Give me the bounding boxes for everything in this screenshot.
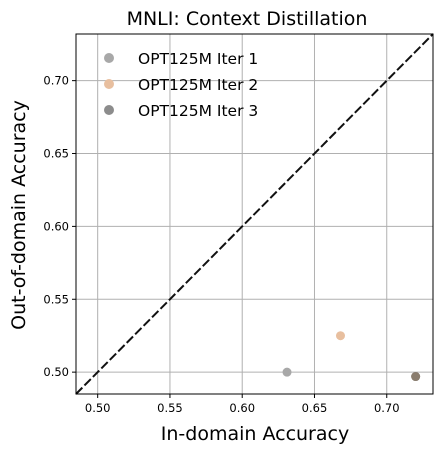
x-axis-ticks: 0.50 0.55 0.60 0.65 0.70 — [85, 394, 400, 415]
reference-line — [75, 33, 434, 395]
scatter-point — [282, 367, 292, 377]
legend-marker — [104, 79, 114, 89]
grid-lines — [76, 34, 433, 394]
legend: OPT125M Iter 1 OPT125M Iter 2 OPT125M Iter… — [104, 50, 258, 120]
y-tick-label: 0.50 — [43, 365, 69, 379]
scatter-point — [335, 331, 345, 341]
diagonal-y-equals-x-line — [75, 33, 434, 395]
legend-entry-label: OPT125M Iter 2 — [138, 76, 258, 94]
plot-frame — [75, 33, 434, 395]
x-tick-label: 0.60 — [229, 401, 255, 415]
y-tick-label: 0.70 — [43, 74, 69, 88]
chart-title: MNLI: Context Distillation — [127, 8, 368, 30]
x-tick-label: 0.70 — [374, 401, 400, 415]
scatter-point — [411, 372, 421, 382]
y-tick-label: 0.60 — [43, 219, 69, 233]
legend-marker — [104, 105, 114, 115]
legend-marker — [104, 53, 114, 63]
y-axis-label: Out-of-domain Accuracy — [8, 100, 30, 330]
y-axis-ticks: 0.50 0.55 0.60 0.65 0.70 — [43, 74, 76, 379]
x-tick-label: 0.55 — [157, 401, 183, 415]
data-points — [282, 331, 421, 382]
y-tick-label: 0.55 — [43, 292, 69, 306]
legend-entry-label: OPT125M Iter 3 — [138, 102, 258, 120]
x-axis-label: In-domain Accuracy — [161, 423, 349, 445]
x-tick-label: 0.50 — [85, 401, 111, 415]
legend-entry-label: OPT125M Iter 1 — [138, 50, 258, 68]
y-tick-label: 0.65 — [43, 147, 69, 161]
x-tick-label: 0.65 — [302, 401, 328, 415]
